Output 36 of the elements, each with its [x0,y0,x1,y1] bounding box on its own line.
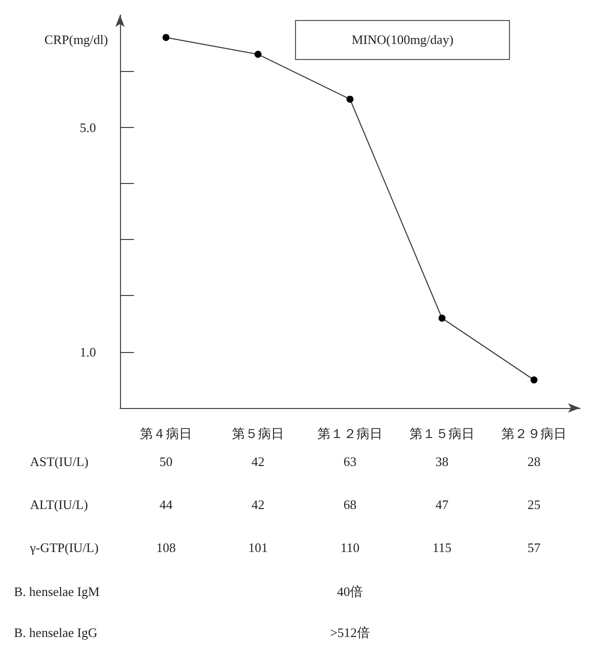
x-tick-label: 第１５病日 [410,427,474,442]
text: 40倍 [337,583,363,601]
x-tick-label: 第１２病日 [318,427,382,442]
text: 57 [528,540,540,556]
note-box: MINO(100mg/day) [295,20,510,60]
text: B. henselae IgM [14,584,100,600]
text: γ-GTP(IU/L) [30,540,99,556]
text: 110 [340,540,360,556]
point [438,314,446,322]
x-tick-label: 第２９病日 [502,427,566,442]
text: 50 [160,454,172,470]
y-tick-label: 1.0 [80,344,96,360]
text: 38 [436,454,448,470]
point [346,96,354,103]
text: 115 [432,540,452,556]
point [162,34,170,41]
text: 44 [160,497,172,513]
point [254,50,262,58]
y-axis-title: CRP(mg/dl) [44,32,108,47]
x-tick-label: 第５病日 [232,427,284,442]
y-tick-label: 5.0 [80,120,96,135]
x-tick-label: 第４病日 [140,427,192,442]
text: >512倍 [330,624,370,642]
text: 42 [252,454,264,470]
text: 101 [248,540,268,556]
point [530,376,538,384]
text: B. henselae IgG [14,625,98,641]
text: AST(IU/L) [30,454,88,470]
text: 25 [528,497,540,513]
text: 28 [528,454,540,470]
text: ALT(IU/L) [30,497,88,513]
text: 42 [252,497,264,513]
text: 47 [436,497,448,513]
text: 108 [156,540,176,556]
text: 63 [344,454,356,470]
text: 68 [344,497,356,513]
